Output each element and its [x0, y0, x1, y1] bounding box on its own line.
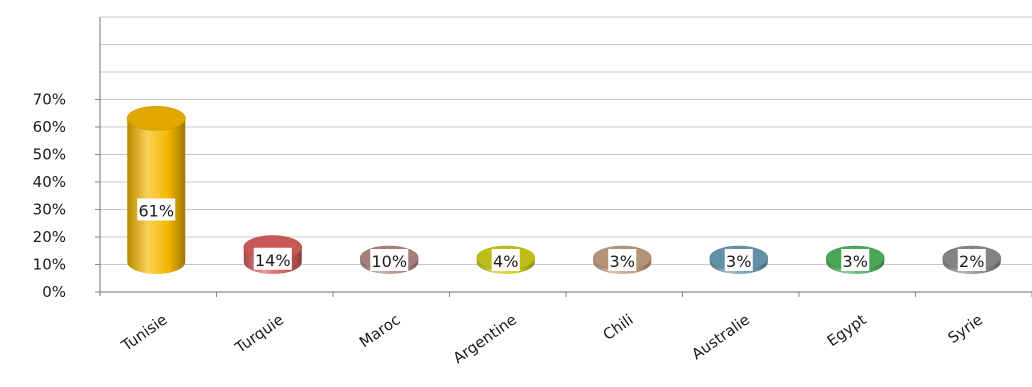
- x-tick-label: Argentine: [450, 311, 520, 368]
- bars: 61% 14% 10% 4% 3% 3% 3% 2%: [126, 105, 1002, 274]
- bar-egypt: 3%: [825, 245, 885, 274]
- y-tick-label: 10%: [33, 256, 66, 274]
- bar-maroc: 10%: [359, 245, 419, 274]
- data-label-box: [137, 198, 176, 221]
- x-tick-label: Egypt: [824, 310, 870, 350]
- bar-body: [127, 118, 186, 274]
- data-label: 3%: [610, 252, 635, 271]
- data-label: 3%: [843, 252, 868, 271]
- x-tick-label: Syrie: [945, 311, 986, 348]
- x-tick-label: Turquie: [231, 311, 287, 358]
- y-tick-label: 50%: [33, 146, 66, 164]
- y-tick-label: 70%: [33, 91, 66, 109]
- data-label: 61%: [138, 201, 174, 220]
- bar-turquie: 14%: [243, 235, 303, 274]
- bar-top-cap: [126, 105, 186, 131]
- axes: [99, 17, 1032, 296]
- data-label: 4%: [493, 252, 518, 271]
- data-label: 2%: [959, 252, 984, 271]
- data-label: 14%: [255, 251, 291, 270]
- y-tick-label: 20%: [33, 228, 66, 246]
- y-tick-label: 30%: [33, 201, 66, 219]
- data-label-box: [841, 249, 870, 271]
- bar-syrie: 2%: [942, 245, 1002, 274]
- data-label-box: [957, 249, 986, 271]
- data-label: 10%: [371, 252, 407, 271]
- x-tick-label: Australie: [688, 311, 753, 364]
- data-label-box: [491, 249, 520, 271]
- data-label-box: [608, 249, 637, 271]
- data-label: 3%: [726, 252, 751, 271]
- x-tick-label: Chili: [600, 311, 637, 344]
- data-label-box: [253, 247, 292, 270]
- x-tick-label: Maroc: [356, 311, 404, 352]
- y-tick-label: 40%: [33, 173, 66, 191]
- data-label-box: [724, 249, 753, 271]
- bar-argentine: 4%: [476, 245, 536, 274]
- gridlines: [100, 16, 1032, 293]
- y-axis-ticks: 0% 10% 20% 30% 40% 50% 60% 70%: [33, 91, 100, 301]
- bar-australie: 3%: [709, 245, 769, 274]
- x-axis-ticks: Tunisie Turquie Maroc Argentine Chili Austral…: [117, 292, 1032, 367]
- data-label-box: [370, 249, 409, 271]
- y-tick-label: 0%: [42, 283, 66, 301]
- y-tick-label: 60%: [33, 118, 66, 136]
- x-tick-label: Tunisie: [117, 311, 170, 356]
- bar-chili: 3%: [592, 245, 652, 274]
- bar-tunisie: 61%: [126, 105, 186, 274]
